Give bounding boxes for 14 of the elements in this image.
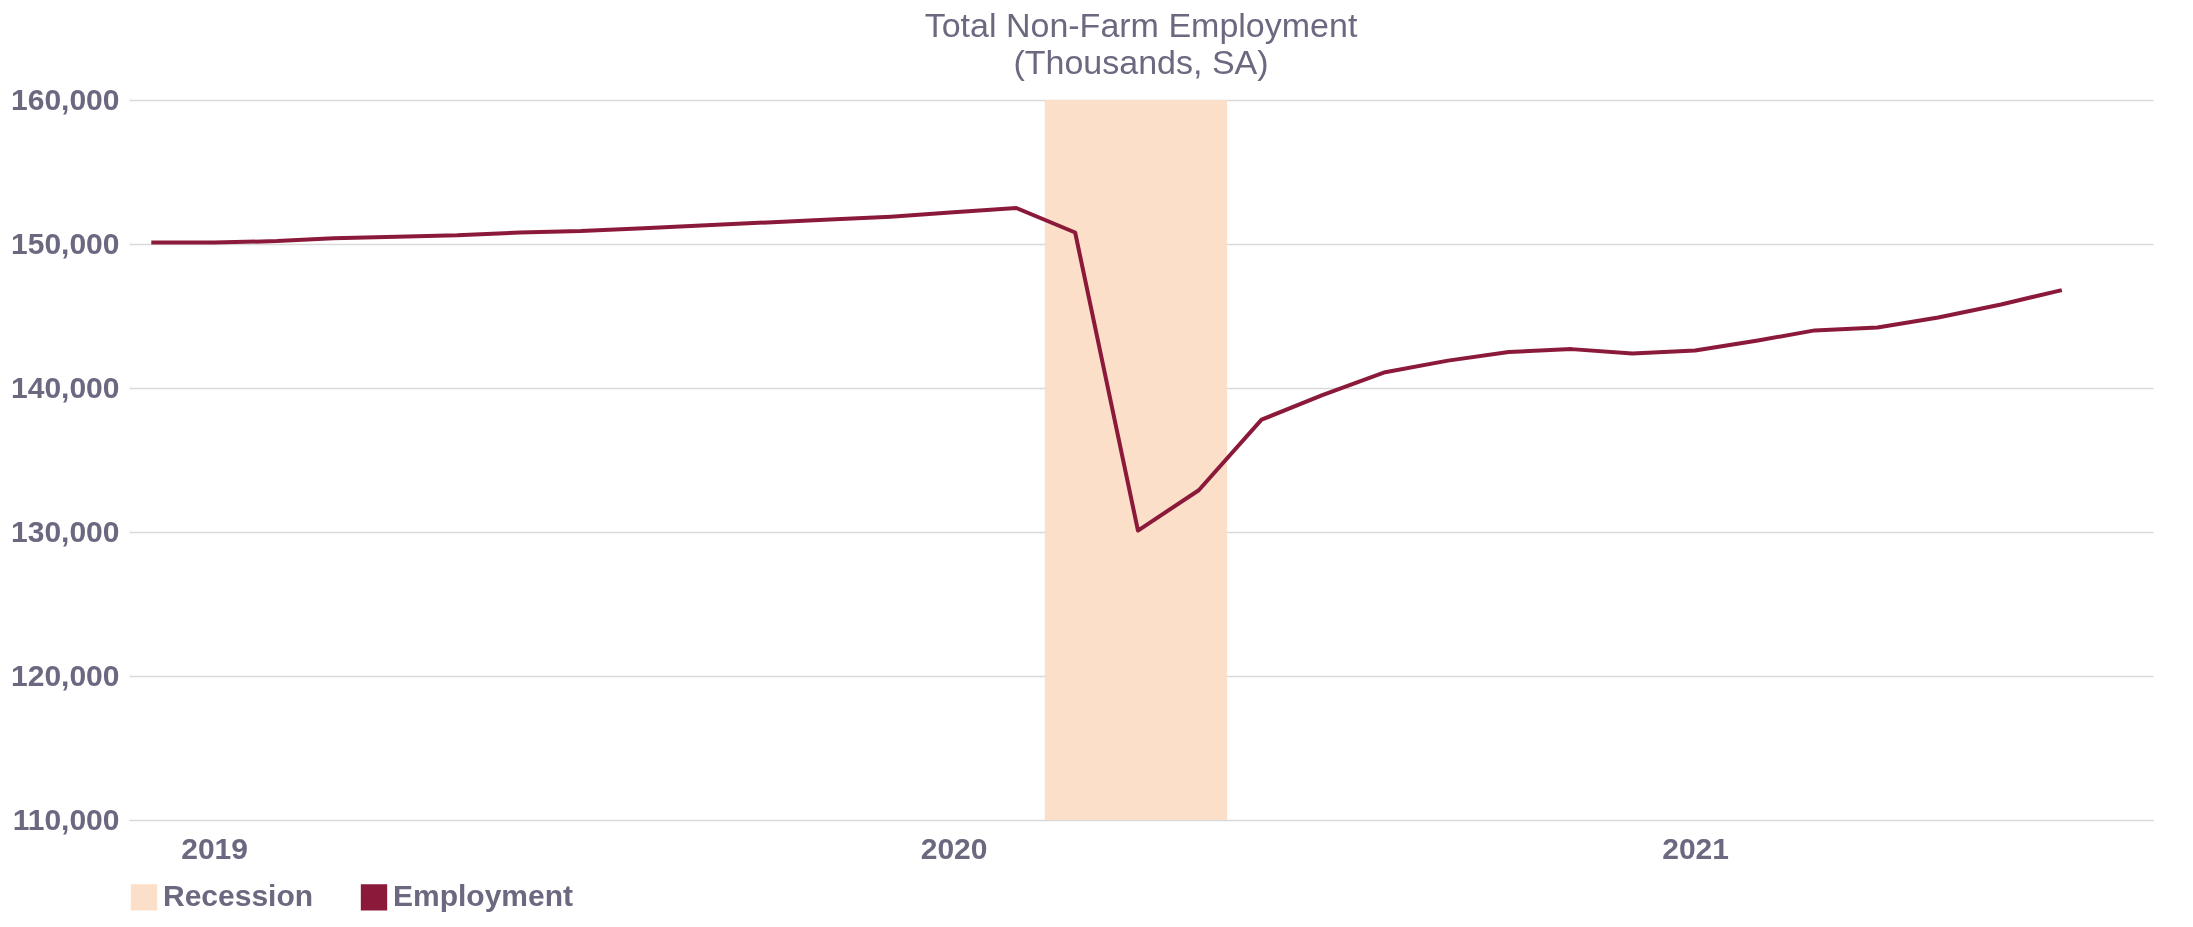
chart-subtitle: (Thousands, SA) xyxy=(1013,43,1269,81)
y-tick-label: 140,000 xyxy=(11,370,120,404)
x-tick-label: 2020 xyxy=(920,831,988,865)
y-tick-label: 110,000 xyxy=(12,802,120,836)
y-tick-label: 130,000 xyxy=(11,514,120,548)
y-tick-label: 160,000 xyxy=(11,82,120,116)
line-series xyxy=(149,206,2064,533)
y-tick-label: 150,000 xyxy=(11,226,120,260)
chart-title: Total Non-Farm Employment xyxy=(924,6,1358,44)
x-tick-label: 2021 xyxy=(1662,831,1729,865)
y-tick-label: 120,000 xyxy=(11,658,120,692)
legend-label: Employment xyxy=(393,879,574,913)
x-tick-label: 2019 xyxy=(181,831,248,865)
legend-label: Recession xyxy=(163,879,314,913)
